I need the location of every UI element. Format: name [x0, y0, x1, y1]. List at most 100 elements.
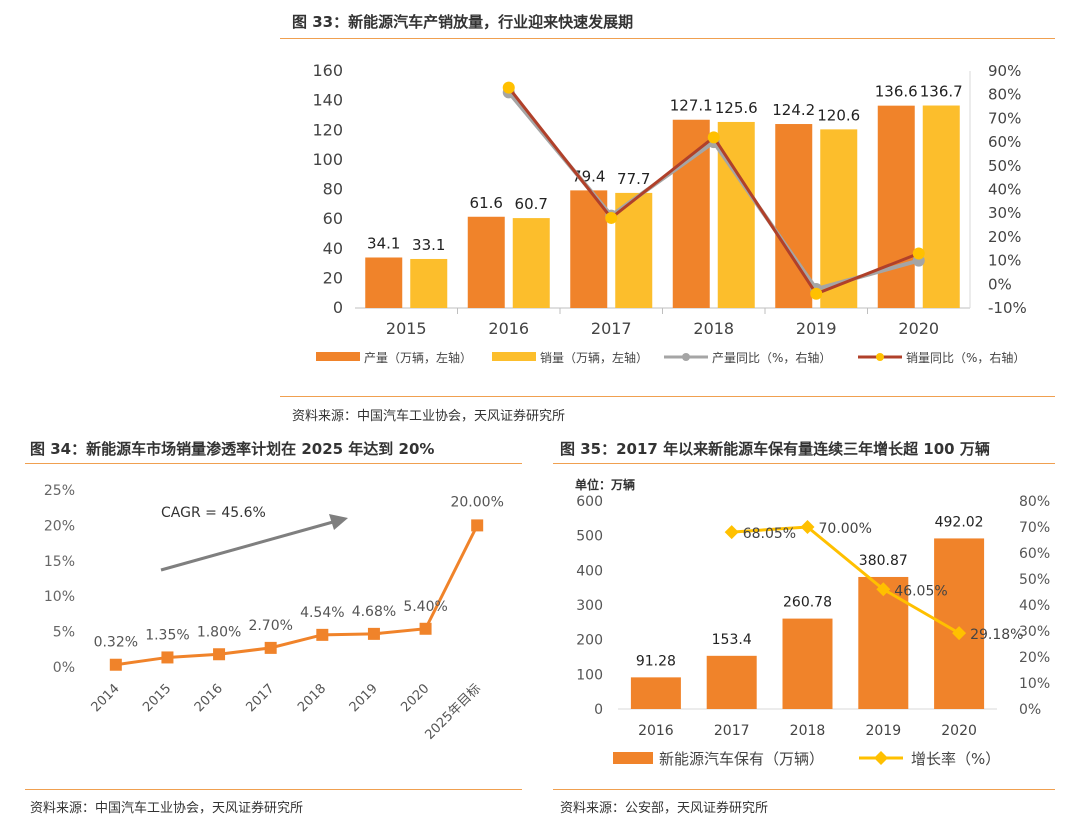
- fig33-x-tick-label: 2020: [898, 319, 939, 338]
- fig34-y-tick-label: 20%: [44, 518, 75, 534]
- fig33-legend-label: 产量同比（%，右轴）: [712, 350, 831, 365]
- fig35-bar-data-label: 260.78: [783, 595, 832, 611]
- fig34-data-label: 1.80%: [197, 624, 241, 640]
- fig34-data-label: 4.54%: [300, 605, 344, 621]
- fig33-legend-label: 销量同比（%，右轴）: [906, 350, 1025, 365]
- fig34-chart: 0% 5% 10% 15% 20% 25% 2014 2015 2016 2017 2018 2019…: [44, 483, 504, 743]
- fig35-y-tick-label: 400: [576, 563, 603, 579]
- fig35-y2-tick-label: 40%: [1019, 598, 1050, 614]
- fig35-source-rule: [553, 789, 1055, 790]
- fig33-bar-data-label: 120.6: [817, 106, 860, 124]
- fig33-y2-tick-label: 50%: [988, 157, 1021, 175]
- fig34-cagr-arrow-head: [329, 514, 348, 530]
- fig35-title: 图 35：2017 年以来新能源车保有量连续三年增长超 100 万辆: [560, 440, 990, 458]
- fig35-x-tick-label: 2016: [638, 723, 674, 739]
- fig34-data-label: 20.00%: [450, 494, 503, 510]
- fig34-cagr-arrow-shaft: [160, 520, 334, 572]
- fig33-bar-production: [365, 257, 403, 308]
- fig33-y-tick-label: 140: [312, 91, 343, 110]
- fig33-y2-tick-label: 80%: [988, 86, 1021, 104]
- fig33-y-tick-label: 160: [312, 61, 343, 80]
- fig33-y2-tick-label: 20%: [988, 228, 1021, 246]
- fig33-bar-sales: [410, 258, 448, 308]
- fig34-cagr-annotation: CAGR = 45.6%: [161, 505, 266, 521]
- fig35-x-tick-label: 2017: [714, 723, 750, 739]
- fig33-x-tick-label: 2015: [386, 319, 427, 338]
- fig33-y-tick-label: 20: [323, 268, 343, 287]
- fig35-growth-label: 68.05%: [743, 526, 796, 542]
- fig33-bar-data-label: 136.6: [875, 83, 918, 101]
- fig35-y2-tick-label: 60%: [1019, 546, 1050, 562]
- fig33-bar-data-label: 77.7: [617, 170, 650, 188]
- fig35-x-tick-label: 2019: [865, 723, 901, 739]
- fig35-chart: 0 100 200 300 400 500 600 0% 10% 20% 30% 40% 50% 60% 7…: [576, 494, 1050, 768]
- fig34-data-point: [213, 648, 226, 661]
- fig33-title: 图 33：新能源汽车产销放量，行业迎来快速发展期: [292, 13, 634, 31]
- fig35-growth-label: 70.00%: [819, 521, 872, 537]
- fig35-growth-point: [876, 582, 891, 597]
- fig33-legend-swatch: [492, 352, 536, 361]
- fig33-bar-data-label: 136.7: [920, 83, 963, 101]
- fig33-legend-label: 销量（万辆，左轴）: [540, 350, 648, 365]
- fig33-source-rule: [280, 396, 1055, 397]
- fig33-source: 资料来源：中国汽车工业协会，天风证券研究所: [292, 409, 566, 424]
- fig34-y-tick-label: 0%: [53, 660, 75, 676]
- fig35-bar-stock: [630, 677, 681, 709]
- fig35-growth-line: [731, 525, 960, 635]
- fig35-growth-label: 46.05%: [894, 583, 947, 599]
- fig34-source-rule: [25, 789, 522, 790]
- fig35-bar-data-label: 91.28: [636, 653, 676, 669]
- fig33-x-tick-label: 2016: [488, 319, 529, 338]
- fig35-y-tick-label: 0: [594, 702, 603, 718]
- fig33-bar-data-label: 124.2: [772, 101, 815, 119]
- fig33-bar-production: [570, 190, 608, 308]
- fig35-bar-data-label: 380.87: [859, 553, 908, 569]
- fig33-legend-label: 产量（万辆，左轴）: [364, 350, 472, 365]
- fig33-chart: 0 20 40 60 80 100 120 140 160 -10% 0% 10% 20% 30% 40% 5…: [312, 61, 1027, 365]
- fig35-x-tick-label: 2020: [941, 723, 977, 739]
- fig33-legend-marker: [682, 353, 690, 361]
- fig35-growth-label: 29.18%: [970, 627, 1023, 643]
- fig35-bar-data-label: 492.02: [935, 514, 984, 530]
- fig33-y-tick-label: 100: [312, 150, 343, 169]
- fig34-x-tick-label: 2014: [89, 681, 123, 715]
- fig33-title-rule: [280, 38, 1055, 39]
- fig33-y-tick-label: 40: [323, 239, 343, 258]
- fig33-legend-swatch: [316, 352, 360, 361]
- fig35-bar-stock: [782, 618, 833, 709]
- fig33-bar-sales: [615, 192, 653, 308]
- fig35-y2-tick-label: 50%: [1019, 572, 1050, 588]
- fig35-y-tick-label: 300: [576, 598, 603, 614]
- fig34-title-rule: [25, 463, 522, 464]
- fig35-y2-tick-label: 70%: [1019, 520, 1050, 536]
- fig34-data-point: [471, 519, 484, 532]
- fig34-data-label: 2.70%: [248, 618, 292, 634]
- fig35-y-tick-label: 100: [576, 667, 603, 683]
- fig34-x-tick-label: 2018: [295, 681, 329, 715]
- fig34-source: 资料来源：中国汽车工业协会，天风证券研究所: [30, 801, 304, 816]
- fig34-data-point: [161, 651, 174, 664]
- fig35-y2-tick-label: 20%: [1019, 650, 1050, 666]
- fig33-sales-yoy-point: [810, 287, 823, 300]
- fig33-bar-data-label: 61.6: [470, 194, 503, 212]
- fig33-y2-tick-label: -10%: [988, 299, 1027, 317]
- fig33-bar-data-label: 60.7: [515, 195, 548, 213]
- fig35-y2-tick-label: 80%: [1019, 494, 1050, 510]
- fig34-x-tick-label: 2025年目标: [422, 681, 484, 743]
- fig35-source: 资料来源：公安部，天风证券研究所: [560, 801, 769, 816]
- fig34-y-tick-label: 25%: [44, 483, 75, 499]
- fig35-bar-data-label: 153.4: [712, 632, 752, 648]
- fig34-data-label: 0.32%: [94, 635, 138, 651]
- fig33-y-tick-label: 120: [312, 120, 343, 139]
- fig33-y2-tick-label: 10%: [988, 252, 1021, 270]
- fig35-y-tick-label: 600: [576, 494, 603, 510]
- fig34-title: 图 34：新能源车市场销量渗透率计划在 2025 年达到 20%: [30, 440, 435, 458]
- fig34-y-tick-label: 5%: [53, 625, 75, 641]
- fig34-y-tick-label: 15%: [44, 554, 75, 570]
- fig34-data-label: 5.40%: [403, 599, 447, 615]
- fig35-growth-point: [724, 525, 739, 540]
- fig33-bar-sales: [922, 105, 960, 308]
- fig34-x-tick-label: 2020: [398, 681, 432, 715]
- fig35-y2-tick-label: 10%: [1019, 676, 1050, 692]
- fig35-y2-tick-label: 30%: [1019, 624, 1050, 640]
